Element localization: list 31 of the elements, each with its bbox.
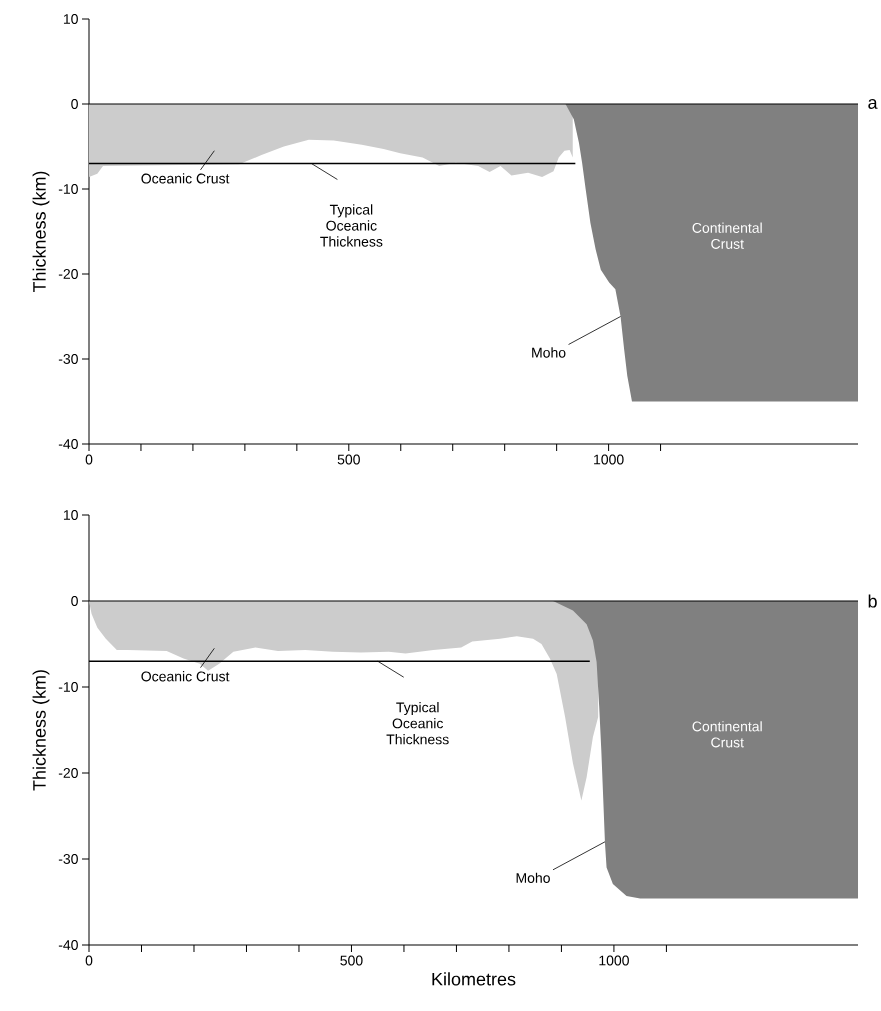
annotation: Typical Oceanic Thickness: [386, 702, 449, 745]
y-axis-title: Thickness (km): [32, 670, 50, 791]
annotation: Typical Oceanic Thickness: [320, 204, 383, 247]
y-tick-label: -20: [58, 768, 78, 778]
text: a: [868, 99, 878, 109]
x-tick-label: 1000: [599, 955, 629, 966]
y-axis-title: Thickness (km): [32, 171, 50, 293]
x-tick-label: 0: [85, 955, 93, 966]
x-tick-label: 500: [340, 955, 363, 966]
y-tick-label: -40: [58, 940, 78, 950]
x-axis-title: Kilometres: [432, 972, 516, 986]
y-tick-label: 10: [63, 14, 78, 24]
annotation: Moho: [532, 347, 566, 358]
x-tick-label: 0: [85, 454, 93, 465]
y-tick-label: 0: [71, 596, 78, 606]
y-tick-label: -10: [58, 184, 78, 194]
x-tick-label: 500: [337, 454, 360, 465]
y-tick-label: -20: [58, 269, 78, 279]
annotation: Moho: [516, 872, 550, 883]
y-tick-label: -40: [58, 439, 78, 449]
series-label: Continental Crust: [692, 222, 762, 249]
y-tick-label: -10: [58, 682, 78, 692]
series-label: Oceanic Crust: [141, 671, 230, 682]
series-label: Continental Crust: [692, 721, 762, 748]
y-tick-label: -30: [58, 354, 78, 364]
y-tick-label: 0: [71, 99, 78, 109]
y-tick-label: 10: [63, 510, 78, 520]
text: b: [868, 594, 877, 608]
series-label: Oceanic Crust: [141, 173, 230, 184]
y-tick-label: -30: [58, 854, 78, 864]
x-tick-label: 1000: [594, 454, 624, 465]
